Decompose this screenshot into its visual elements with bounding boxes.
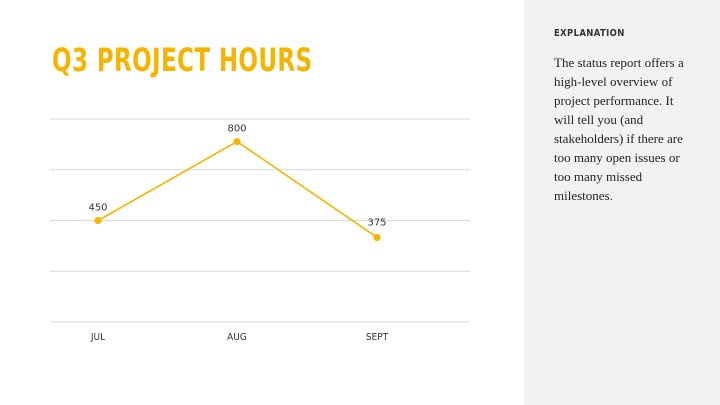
chart-svg: JUL AUG SEPT 450 800 375 — [50, 118, 470, 343]
explanation-panel: EXPLANATION The status report offers a h… — [524, 0, 720, 405]
x-tick-label: SEPT — [366, 332, 389, 343]
data-point — [94, 216, 102, 225]
explanation-text: The status report offers a high-level ov… — [554, 55, 684, 203]
data-label: 375 — [367, 217, 386, 228]
data-label: 450 — [88, 203, 107, 214]
x-tick-label: JUL — [90, 332, 105, 343]
series-line — [97, 140, 378, 239]
data-point — [233, 137, 241, 146]
line-chart: JUL AUG SEPT 450 800 375 — [50, 118, 470, 343]
data-label: 800 — [227, 124, 246, 135]
explanation-heading: EXPLANATION — [554, 28, 625, 39]
slide-main: Q3 PROJECT HOURS JUL AUG SEPT 450 800 375 — [50, 41, 470, 343]
x-tick-label: AUG — [227, 332, 247, 343]
data-point — [373, 233, 381, 242]
chart-title: Q3 PROJECT HOURS — [52, 41, 313, 79]
